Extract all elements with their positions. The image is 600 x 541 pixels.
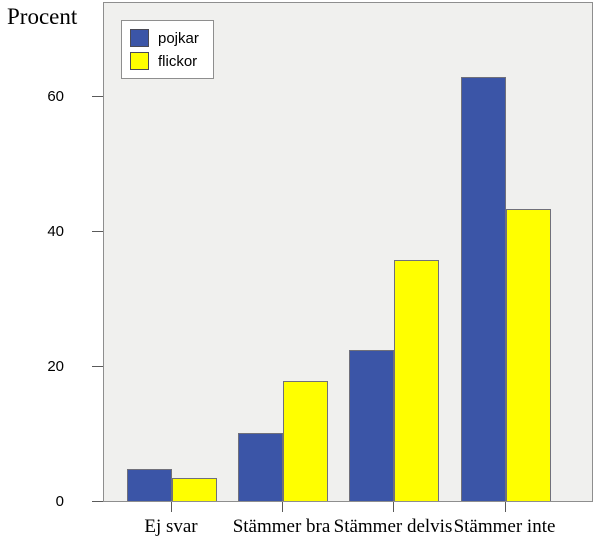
bar-flickor-3 bbox=[394, 260, 439, 501]
x-tick-mark bbox=[504, 502, 506, 512]
legend-label: flickor bbox=[158, 52, 198, 70]
y-tick-label-0: 0 bbox=[55, 493, 64, 510]
x-tick-mark bbox=[393, 502, 394, 512]
legend-swatch-flickor bbox=[130, 52, 149, 70]
bar-pojkar-3 bbox=[349, 350, 394, 501]
y-tick-mark bbox=[92, 230, 103, 232]
y-tick-label-40: 40 bbox=[47, 222, 64, 240]
legend: pojkar flickor bbox=[121, 20, 214, 79]
y-tick-label-60: 60 bbox=[47, 87, 64, 105]
bar-flickor-1 bbox=[172, 478, 217, 501]
bar-flickor-4 bbox=[505, 209, 551, 501]
y-axis-title: Procent bbox=[7, 4, 78, 29]
x-category-label-3: Stämmer delvis bbox=[333, 516, 453, 537]
x-category-label-4: Stämmer inte bbox=[453, 516, 556, 537]
x-tick-mark bbox=[281, 502, 283, 512]
y-tick-label-20: 20 bbox=[47, 357, 64, 375]
bar-flickor-2 bbox=[282, 381, 328, 501]
y-tick-mark bbox=[92, 95, 103, 97]
x-category-label-2: Stämmer bra bbox=[232, 516, 331, 537]
bar-pojkar-1 bbox=[127, 469, 172, 501]
plot-area: pojkar flickor bbox=[103, 2, 593, 502]
x-tick-mark bbox=[171, 502, 172, 512]
y-tick-mark bbox=[92, 365, 103, 367]
x-category-label-1: Ej svar bbox=[144, 516, 198, 537]
legend-item-flickor: flickor bbox=[130, 52, 199, 70]
bar-pojkar-2 bbox=[237, 433, 283, 501]
y-tick-mark bbox=[92, 501, 103, 502]
bar-pojkar-4 bbox=[460, 77, 506, 501]
legend-item-pojkar: pojkar bbox=[130, 29, 199, 47]
legend-swatch-pojkar bbox=[130, 29, 149, 47]
legend-label: pojkar bbox=[158, 29, 199, 47]
